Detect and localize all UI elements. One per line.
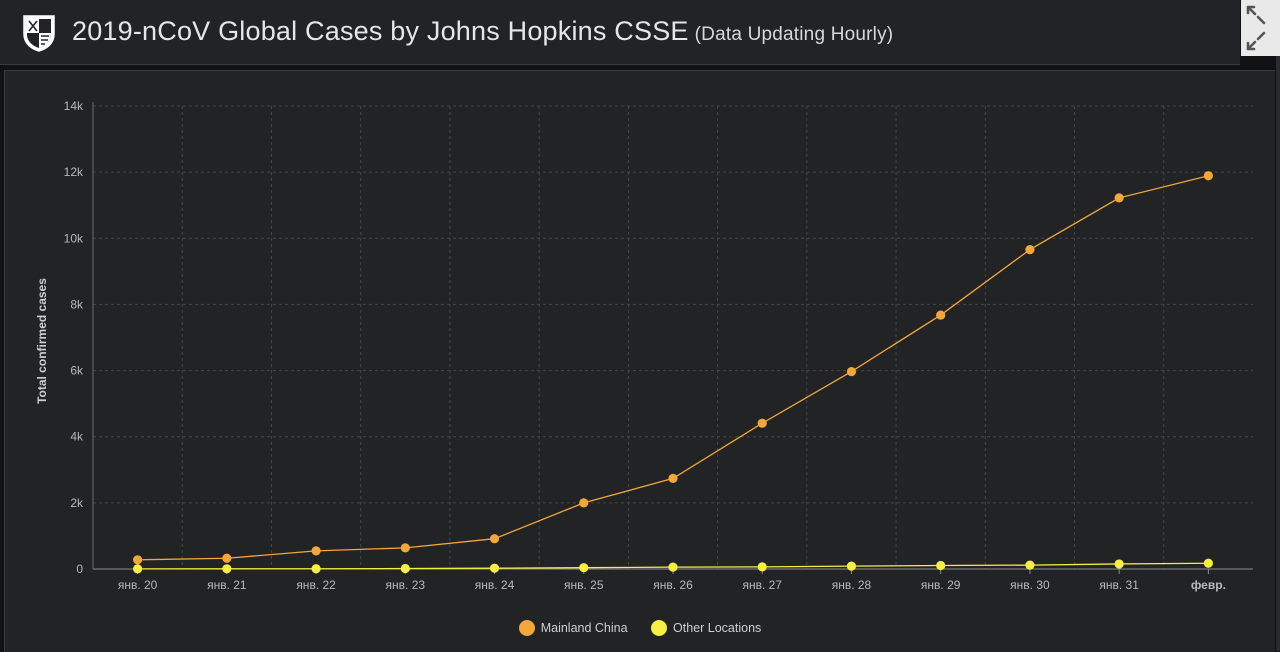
y-tick-label: 0 (76, 562, 83, 576)
data-point-other-locations (668, 562, 678, 572)
x-tick-label: янв. 27 (742, 578, 782, 592)
data-point-mainland-china (222, 553, 232, 563)
data-point-other-locations (1025, 560, 1035, 570)
y-tick-label: 8k (70, 297, 84, 311)
y-axis-label: Total confirmed cases (35, 278, 49, 404)
data-point-mainland-china (936, 310, 946, 320)
data-point-mainland-china (579, 498, 589, 508)
chart-panel (4, 70, 1275, 652)
data-point-other-locations (1203, 558, 1213, 568)
data-point-mainland-china (668, 473, 678, 483)
x-tick-label: янв. 24 (475, 578, 515, 592)
page-title-text: 2019-nCoV Global Cases by Johns Hopkins … (72, 16, 689, 46)
data-point-mainland-china (757, 418, 767, 428)
x-tick-label: янв. 31 (1099, 578, 1139, 592)
data-point-other-locations (489, 563, 500, 573)
collapse-arrows-icon[interactable] (1245, 30, 1267, 52)
data-point-mainland-china (1203, 171, 1213, 181)
university-shield-icon (22, 14, 56, 52)
data-point-other-locations (1114, 559, 1124, 569)
data-point-other-locations (400, 563, 410, 574)
data-point-other-locations (846, 561, 857, 571)
data-point-mainland-china (400, 543, 410, 553)
chart-legend: Mainland China Other Locations (0, 620, 1280, 640)
x-tick-label: янв. 22 (296, 578, 336, 592)
y-tick-label: 2k (70, 496, 84, 510)
legend-marker-mainland-china (518, 620, 535, 636)
data-point-mainland-china (489, 534, 500, 544)
data-point-mainland-china (311, 546, 321, 556)
y-tick-label: 4k (70, 430, 84, 444)
x-tick-label: янв. 23 (386, 578, 426, 592)
dashboard-header: 2019-nCoV Global Cases by Johns Hopkins … (0, 0, 1240, 65)
legend-marker-other-locations (651, 620, 668, 636)
data-point-other-locations (757, 562, 767, 572)
x-tick-label: янв. 26 (653, 578, 693, 592)
x-tick-label: янв. 25 (564, 578, 604, 592)
data-point-mainland-china (1114, 193, 1124, 203)
data-point-other-locations (311, 564, 321, 574)
legend-item-other-locations[interactable]: Other Locations (651, 620, 761, 636)
data-point-other-locations (222, 564, 232, 574)
x-tick-label: янв. 21 (207, 578, 247, 592)
x-tick-label: янв. 20 (118, 578, 158, 592)
page-title: 2019-nCoV Global Cases by Johns Hopkins … (72, 16, 893, 47)
x-tick-label: февр. (1191, 578, 1226, 592)
legend-label-other-locations: Other Locations (673, 621, 762, 635)
y-tick-label: 14k (64, 99, 84, 113)
x-tick-label: янв. 29 (921, 578, 961, 592)
x-tick-label: янв. 30 (1010, 578, 1050, 592)
data-point-other-locations (579, 563, 589, 573)
data-point-mainland-china (133, 555, 143, 565)
expand-arrows-icon[interactable] (1245, 4, 1267, 26)
legend-label-mainland-china: Mainland China (540, 621, 628, 635)
page-subtitle: (Data Updating Hourly) (694, 24, 894, 45)
data-point-other-locations (133, 564, 143, 574)
x-tick-label: янв. 28 (832, 578, 872, 592)
window-controls (1241, 0, 1280, 56)
scrollbar-track[interactable] (1276, 56, 1280, 651)
y-tick-label: 10k (64, 231, 84, 245)
legend-item-mainland-china[interactable]: Mainland China (518, 620, 628, 636)
y-tick-label: 6k (70, 364, 84, 378)
y-tick-label: 12k (64, 165, 84, 179)
data-point-other-locations (936, 560, 946, 571)
series-line-mainland-china (137, 175, 1209, 561)
data-point-mainland-china (846, 366, 857, 377)
data-point-mainland-china (1025, 244, 1035, 255)
